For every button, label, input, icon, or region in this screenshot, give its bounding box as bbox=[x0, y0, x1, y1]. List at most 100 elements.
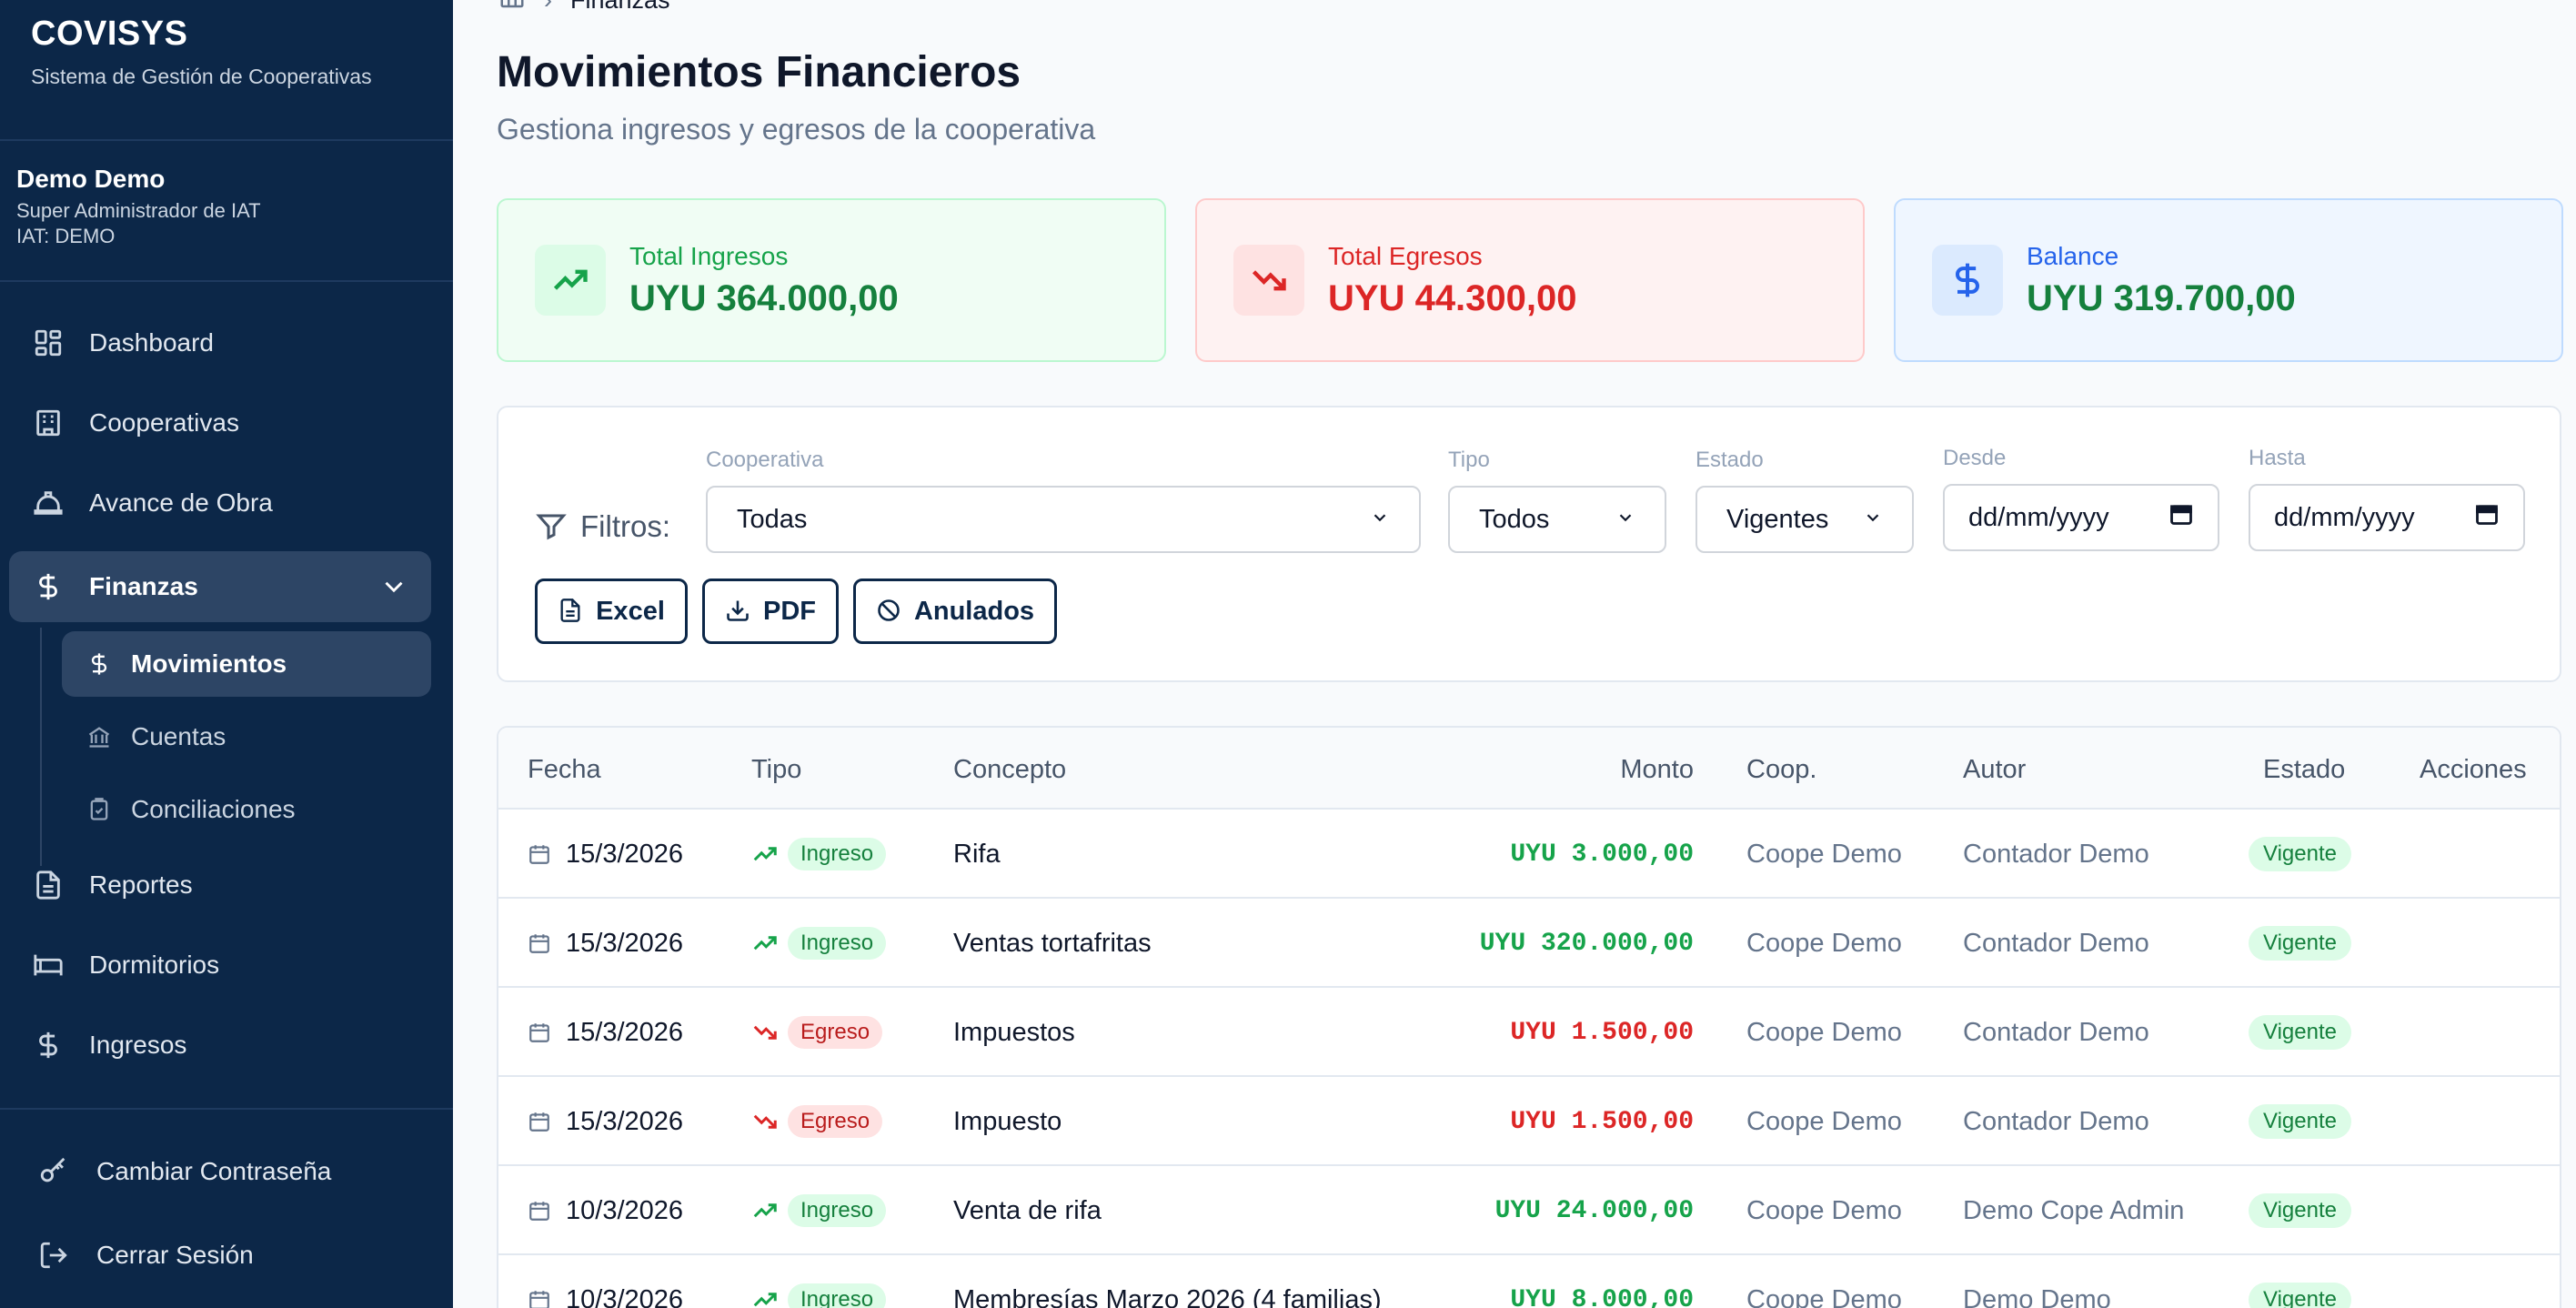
card-label: Total Egresos bbox=[1328, 241, 1483, 270]
export-pdf-button[interactable]: PDF bbox=[702, 579, 839, 644]
sidebar-subitem-movimientos[interactable]: Movimientos bbox=[62, 631, 431, 697]
fecha-text: 15/3/2026 bbox=[566, 1106, 684, 1136]
user-info: Demo Demo Super Administrador de IAT IAT… bbox=[0, 141, 453, 282]
filters-panel: Filtros: Cooperativa Todas Tipo Todos Es… bbox=[497, 406, 2561, 682]
col-coop[interactable]: Coop. bbox=[1746, 755, 1817, 784]
sidebar-item-ingresos[interactable]: Ingresos bbox=[9, 1010, 431, 1081]
calendar-icon bbox=[528, 1288, 551, 1308]
fecha-text: 10/3/2026 bbox=[566, 1284, 684, 1308]
chevron-down-icon[interactable] bbox=[378, 571, 409, 602]
calendar-icon[interactable] bbox=[2168, 501, 2194, 534]
submenu-line bbox=[40, 628, 42, 866]
table-row[interactable]: 15/3/2026 Egreso Impuestos UYU 1.500,00 … bbox=[498, 988, 2560, 1077]
tipo-select[interactable]: Todos bbox=[1448, 486, 1666, 553]
sidebar-item-label: Dormitorios bbox=[89, 951, 220, 979]
home-icon[interactable] bbox=[498, 0, 526, 17]
card-label: Balance bbox=[2027, 241, 2119, 270]
cell-concepto: Rifa bbox=[953, 839, 1001, 869]
sidebar-item-avance-obra[interactable]: Avance de Obra bbox=[9, 468, 431, 538]
export-excel-button[interactable]: Excel bbox=[535, 579, 688, 644]
cell-autor: Demo Cope Admin bbox=[1963, 1195, 2185, 1225]
cell-tipo: Ingreso bbox=[751, 810, 887, 899]
download-icon bbox=[725, 598, 752, 625]
clipboard-check-icon bbox=[86, 796, 113, 823]
file-text-icon bbox=[31, 868, 65, 902]
cell-coop: Coope Demo bbox=[1746, 1017, 1902, 1047]
sidebar-item-finanzas[interactable]: Finanzas bbox=[9, 551, 431, 622]
table-row[interactable]: 15/3/2026 Ingreso Rifa UYU 3.000,00 Coop… bbox=[498, 810, 2560, 899]
cell-fecha: 10/3/2026 bbox=[528, 1166, 683, 1255]
trending-down-icon bbox=[1233, 245, 1304, 316]
trending-up-icon bbox=[751, 840, 779, 868]
card-value: UYU 364.000,00 bbox=[629, 277, 899, 318]
select-value: Todos bbox=[1479, 504, 1550, 534]
file-spreadsheet-icon bbox=[558, 598, 585, 625]
chevron-down-icon bbox=[1615, 505, 1635, 535]
table-row[interactable]: 15/3/2026 Egreso Impuesto UYU 1.500,00 C… bbox=[498, 1077, 2560, 1166]
cell-concepto: Venta de rifa bbox=[953, 1195, 1102, 1225]
cell-autor: Contador Demo bbox=[1963, 928, 2149, 958]
breadcrumb-current: Finanzas bbox=[570, 0, 670, 14]
filter-desde: Desde dd/mm/yyyy bbox=[1943, 446, 2219, 551]
col-concepto[interactable]: Concepto bbox=[953, 755, 1067, 784]
logout-label: Cerrar Sesión bbox=[96, 1241, 254, 1269]
col-fecha[interactable]: Fecha bbox=[528, 755, 601, 784]
table-row[interactable]: 15/3/2026 Ingreso Ventas tortafritas UYU… bbox=[498, 899, 2560, 988]
sidebar-item-dormitorios[interactable]: Dormitorios bbox=[9, 930, 431, 1001]
cell-estado: Vigente bbox=[2249, 899, 2351, 988]
sidebar-subitem-cuentas[interactable]: Cuentas bbox=[62, 704, 431, 770]
filter-icon bbox=[535, 510, 568, 543]
col-estado[interactable]: Estado bbox=[2263, 755, 2346, 784]
trending-up-icon bbox=[751, 1197, 779, 1224]
anulados-button[interactable]: Anulados bbox=[853, 579, 1057, 644]
col-monto[interactable]: Monto bbox=[1620, 755, 1694, 784]
tipo-badge: Ingreso bbox=[788, 1194, 887, 1227]
calendar-icon bbox=[528, 1110, 551, 1133]
cell-concepto: Ventas tortafritas bbox=[953, 928, 1152, 958]
brand-subtitle: Sistema de Gestión de Cooperativas bbox=[31, 65, 372, 88]
cell-tipo: Ingreso bbox=[751, 899, 887, 988]
logout-button[interactable]: Cerrar Sesión bbox=[36, 1228, 254, 1283]
cell-fecha: 15/3/2026 bbox=[528, 1077, 683, 1166]
col-autor[interactable]: Autor bbox=[1963, 755, 2027, 784]
filter-label: Hasta bbox=[2249, 446, 2306, 470]
hasta-date-input[interactable]: dd/mm/yyyy bbox=[2249, 484, 2525, 551]
status-badge: Vigente bbox=[2249, 926, 2351, 961]
desde-date-input[interactable]: dd/mm/yyyy bbox=[1943, 484, 2219, 551]
trending-down-icon bbox=[751, 1019, 779, 1046]
table-row[interactable]: 10/3/2026 Ingreso Venta de rifa UYU 24.0… bbox=[498, 1166, 2560, 1255]
user-role: Super Administrador de IAT bbox=[16, 199, 261, 222]
filter-cooperativa: Cooperativa Todas bbox=[706, 448, 1421, 553]
estado-select[interactable]: Vigentes bbox=[1696, 486, 1914, 553]
calendar-icon bbox=[528, 1199, 551, 1222]
card-value: UYU 44.300,00 bbox=[1328, 277, 1577, 318]
sidebar-subitem-conciliaciones[interactable]: Conciliaciones bbox=[62, 777, 431, 842]
cell-coop: Coope Demo bbox=[1746, 1195, 1902, 1225]
tipo-badge: Ingreso bbox=[788, 1283, 887, 1308]
sidebar-item-cooperativas[interactable]: Cooperativas bbox=[9, 387, 431, 458]
change-password-button[interactable]: Cambiar Contraseña bbox=[36, 1144, 331, 1199]
building-icon bbox=[31, 406, 65, 440]
tipo-badge: Egreso bbox=[788, 1105, 883, 1138]
tipo-badge: Ingreso bbox=[788, 927, 887, 960]
sidebar-item-dashboard[interactable]: Dashboard bbox=[9, 307, 431, 378]
card-total-ingresos: Total Ingresos UYU 364.000,00 bbox=[497, 198, 1166, 362]
breadcrumb-separator-icon: › bbox=[544, 0, 552, 14]
calendar-icon[interactable] bbox=[2474, 501, 2500, 534]
cell-tipo: Egreso bbox=[751, 988, 883, 1077]
table-row[interactable]: 10/3/2026 Ingreso Membresías Marzo 2026 … bbox=[498, 1255, 2560, 1308]
cell-concepto: Impuesto bbox=[953, 1106, 1062, 1136]
cell-estado: Vigente bbox=[2249, 1077, 2351, 1166]
sidebar-item-label: Reportes bbox=[89, 870, 193, 899]
cell-monto: UYU 24.000,00 bbox=[1494, 1196, 1694, 1225]
sidebar-item-reportes[interactable]: Reportes bbox=[9, 850, 431, 921]
card-value: UYU 319.700,00 bbox=[2027, 277, 2296, 318]
sidebar-item-label: Finanzas bbox=[89, 572, 198, 600]
status-badge: Vigente bbox=[2249, 837, 2351, 871]
cell-concepto: Membresías Marzo 2026 (4 familias) bbox=[953, 1284, 1382, 1308]
select-value: Todas bbox=[737, 504, 808, 534]
col-tipo[interactable]: Tipo bbox=[751, 755, 802, 784]
cell-monto: UYU 1.500,00 bbox=[1510, 1107, 1694, 1136]
cooperativa-select[interactable]: Todas bbox=[706, 486, 1421, 553]
cell-estado: Vigente bbox=[2249, 988, 2351, 1077]
